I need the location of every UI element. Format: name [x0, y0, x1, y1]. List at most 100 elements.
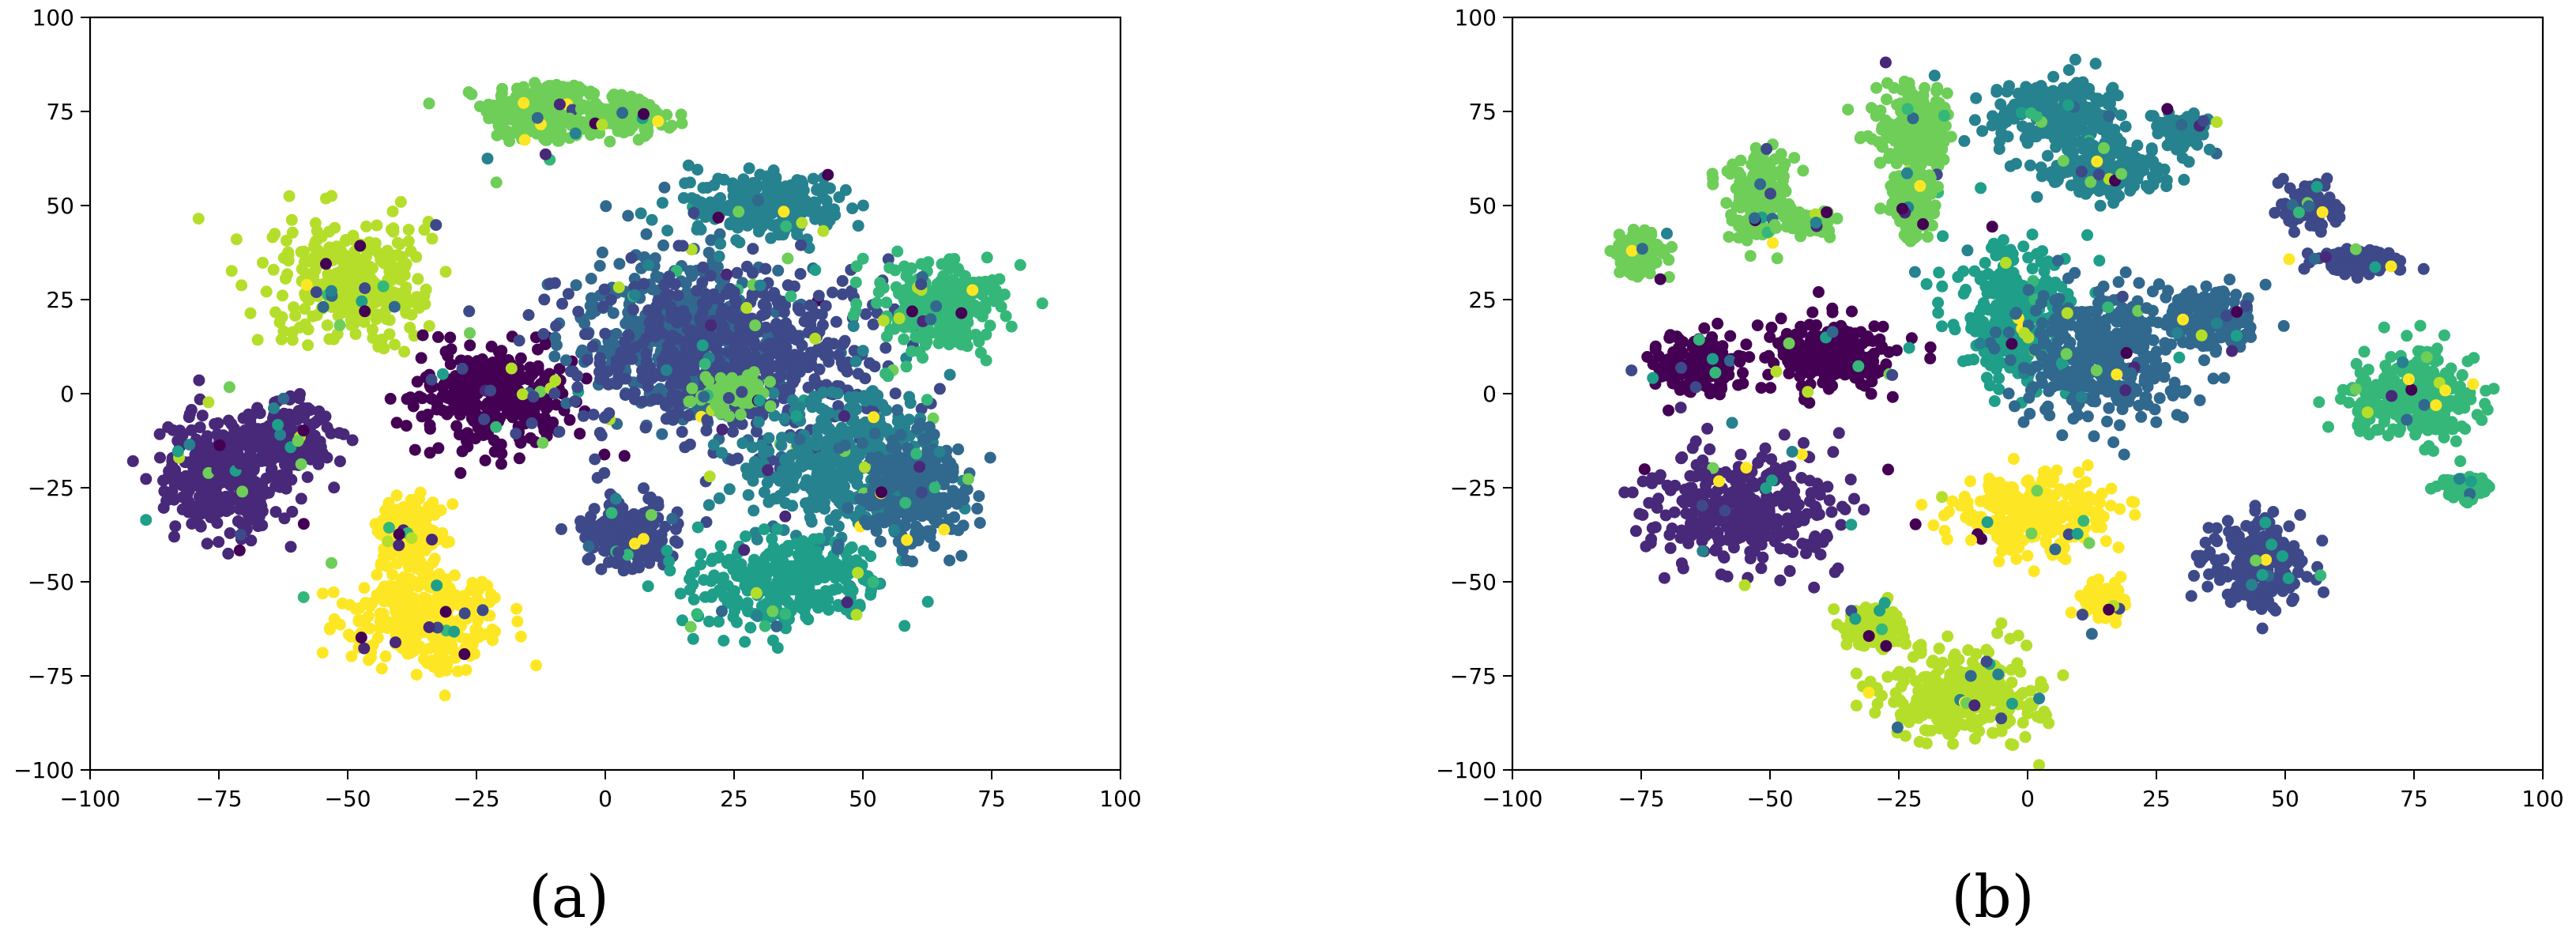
scatter-point — [415, 352, 427, 364]
scatter-point — [889, 387, 902, 400]
scatter-point — [917, 329, 930, 341]
scatter-point — [705, 319, 717, 332]
scatter-point — [921, 445, 934, 458]
scatter-point — [358, 616, 371, 628]
scatter-point — [379, 304, 392, 317]
scatter-point — [748, 366, 760, 379]
scatter-point — [730, 616, 743, 628]
scatter-point — [695, 223, 707, 236]
scatter-point — [642, 304, 654, 316]
scatter-point — [642, 580, 654, 593]
scatter-point — [811, 430, 823, 443]
scatter-point — [852, 368, 864, 380]
scatter-point — [913, 461, 926, 473]
scatter-point — [598, 283, 611, 296]
scatter-point — [625, 251, 638, 264]
scatter-point — [717, 303, 729, 315]
scatter-point — [465, 412, 478, 424]
scatter-point — [629, 341, 642, 353]
scatter-point — [833, 442, 845, 455]
scatter-point — [617, 529, 630, 541]
scatter-point — [587, 409, 600, 421]
scatter-point — [665, 379, 677, 391]
scatter-point — [841, 583, 853, 596]
scatter-point — [789, 363, 802, 375]
scatter-point — [446, 498, 459, 511]
scatter-point — [898, 620, 911, 632]
scatter-point — [405, 245, 417, 258]
scatter-point — [296, 411, 308, 424]
scatter-point — [682, 409, 695, 422]
scatter-point — [598, 466, 611, 479]
scatter-point — [333, 455, 346, 468]
scatter-point — [792, 191, 804, 204]
scatter-point — [266, 231, 279, 243]
scatter-point — [883, 262, 896, 274]
scatter-point — [760, 300, 772, 312]
scatter-point — [491, 100, 504, 113]
scatter-point — [906, 305, 918, 318]
scatter-point — [679, 441, 691, 454]
scatter-point — [921, 394, 933, 406]
scatter-point — [995, 300, 1007, 313]
scatter-point — [354, 240, 367, 252]
scatter-point — [700, 516, 713, 528]
scatter-point — [698, 390, 710, 403]
scatter-point — [398, 345, 411, 358]
scatter-point — [286, 334, 299, 346]
scatter-point — [243, 450, 255, 462]
scatter-point — [310, 286, 322, 299]
scatter-point — [915, 258, 928, 270]
scatter-point — [548, 127, 560, 140]
scatter-point — [740, 260, 753, 273]
scatter-point — [823, 422, 835, 435]
scatter-point — [272, 419, 284, 431]
scatter-point — [317, 300, 330, 313]
scatter-point — [535, 92, 548, 105]
scatter-point — [245, 534, 258, 547]
scatter-point — [582, 540, 595, 553]
scatter-point — [255, 455, 268, 467]
scatter-point — [400, 420, 412, 432]
scatter-point — [339, 306, 352, 319]
scatter-point — [195, 507, 208, 520]
scatter-point — [722, 392, 735, 404]
scatter-point — [888, 524, 901, 537]
scatter-point — [456, 445, 469, 458]
scatter-point — [632, 134, 645, 146]
scatter-point — [257, 256, 269, 269]
scatter-point — [491, 113, 503, 125]
scatter-point — [642, 553, 654, 564]
scatter-point — [474, 100, 486, 113]
scatter-point — [814, 495, 827, 507]
scatter-point — [781, 279, 794, 292]
scatter-point — [171, 445, 184, 458]
scatter-point — [868, 515, 880, 527]
scatter-point — [928, 540, 940, 553]
scatter-point — [308, 239, 321, 251]
scatter-point — [400, 307, 412, 319]
scatter-point — [302, 402, 314, 414]
scatter-point — [647, 393, 660, 406]
scatter-point — [277, 392, 290, 405]
scatter-point — [476, 353, 488, 365]
scatter-point — [747, 474, 759, 487]
scatter-point — [612, 125, 624, 138]
scatter-point — [405, 500, 417, 513]
scatter-point — [733, 206, 745, 218]
scatter-point — [879, 368, 892, 380]
scatter-point — [501, 96, 514, 108]
scatter-point — [385, 268, 397, 281]
scatter-point — [973, 335, 985, 348]
scatter-point — [817, 224, 830, 237]
scatter-point — [416, 329, 429, 341]
scatter-point — [917, 433, 930, 446]
scatter-point — [1036, 297, 1049, 310]
x-tick-label: −100 — [60, 786, 121, 812]
scatter-point — [405, 626, 418, 639]
scatter-point — [929, 510, 941, 523]
scatter-point — [727, 425, 739, 438]
scatter-point — [384, 393, 397, 405]
scatter-point — [432, 590, 444, 602]
scatter-point — [758, 523, 770, 536]
